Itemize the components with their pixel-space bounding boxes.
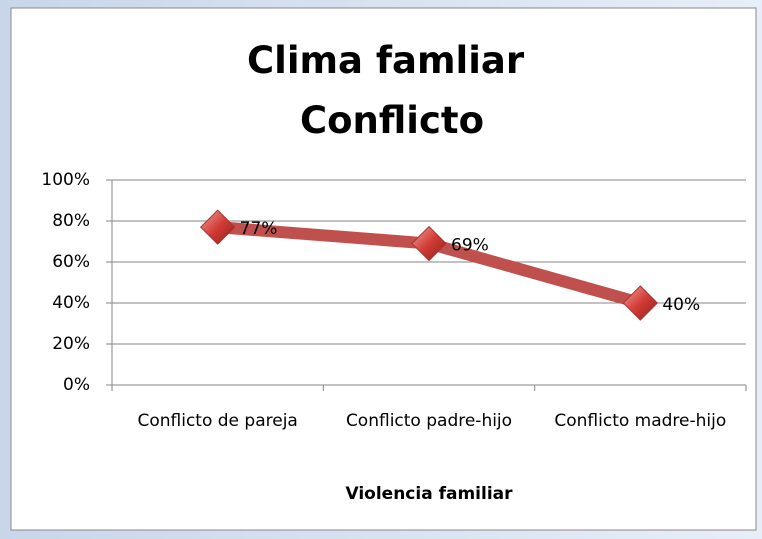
data-label: 77% xyxy=(240,219,278,239)
chart-area xyxy=(10,7,757,531)
marker xyxy=(622,285,659,321)
x-tick-label: Conflicto padre-hijo xyxy=(346,411,512,431)
y-tick-label: 40% xyxy=(52,293,90,313)
y-tick-label: 80% xyxy=(52,211,90,231)
marker xyxy=(199,209,236,245)
chart-title: Clima famliar Conflicto xyxy=(247,39,537,142)
x-tick-label: Conflicto de pareja xyxy=(137,411,297,431)
y-tick-label: 0% xyxy=(63,375,90,395)
x-tick-label: Conflicto madre-hijo xyxy=(554,411,726,431)
y-tick-label: 20% xyxy=(52,334,90,354)
x-axis-title: Violencia familiar xyxy=(345,484,513,504)
y-tick-label: 100% xyxy=(41,170,90,190)
marker xyxy=(411,225,447,262)
data-label: 69% xyxy=(451,236,489,256)
data-label: 40% xyxy=(662,295,700,315)
y-tick-label: 60% xyxy=(52,252,90,272)
